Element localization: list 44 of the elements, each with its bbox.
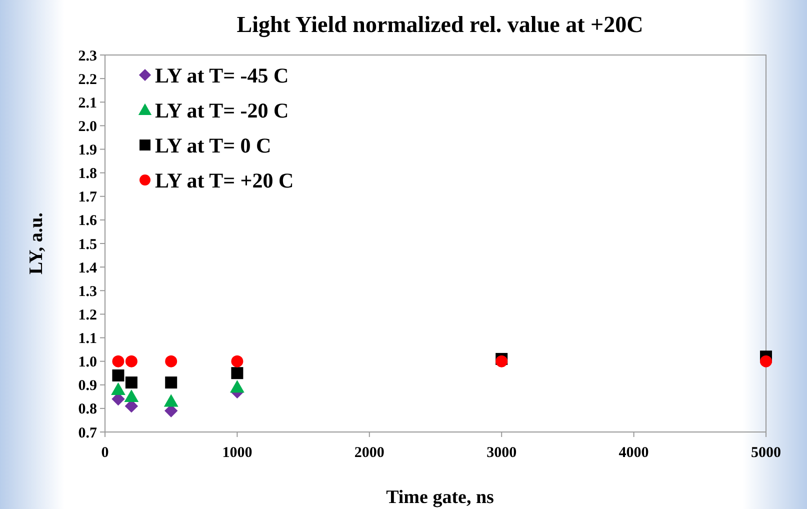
point (112, 355, 124, 368)
x-tick-label: 2000 (354, 445, 384, 461)
x-tick-label: 0 (101, 445, 109, 461)
x-tick-label: 5000 (751, 445, 781, 461)
legend-label: LY at T= -45 C (155, 63, 289, 88)
y-axis-title: LY, a.u. (26, 212, 47, 274)
x-tick-label: 3000 (486, 445, 517, 461)
y-tick-label: 2.3 (78, 48, 97, 64)
y-tick-label: 0.7 (78, 425, 98, 442)
y-tick-label: 2.0 (78, 118, 97, 135)
x-tick-label: 4000 (618, 445, 649, 461)
y-tick-label: 1.6 (78, 213, 98, 230)
point (760, 355, 772, 368)
y-tick-label: 0.9 (78, 378, 97, 394)
chart-title: Light Yield normalized rel. value at +20C (236, 12, 644, 38)
point (230, 380, 244, 393)
legend-label: LY at T= -20 C (155, 98, 289, 122)
point (165, 355, 178, 368)
y-tick-label: 1.4 (78, 260, 98, 276)
point (124, 389, 139, 402)
y-tick-label: 1.0 (78, 354, 97, 371)
x-tick-label: 1000 (222, 445, 252, 461)
point (164, 394, 178, 407)
point (165, 376, 178, 389)
point (496, 355, 508, 368)
y-tick-label: 2.2 (78, 72, 97, 88)
x-axis-title: Time gate, ns (386, 487, 494, 508)
y-tick-label: 0.8 (78, 402, 97, 418)
legend-label: LY at T= +20 C (155, 168, 294, 192)
point (111, 382, 126, 395)
y-tick-label: 2.1 (78, 95, 97, 112)
point (231, 355, 244, 368)
y-tick-label: 1.7 (78, 190, 98, 206)
point (112, 369, 124, 382)
y-tick-label: 1.1 (78, 331, 97, 347)
point (125, 355, 138, 368)
point (231, 367, 244, 380)
y-tick-label: 1.5 (78, 236, 97, 253)
y-tick-label: 1.2 (78, 307, 97, 324)
y-tick-label: 1.3 (78, 284, 97, 300)
y-tick-label: 1.9 (78, 142, 97, 158)
legend-label: LY at T= 0 C (155, 133, 272, 158)
point (125, 376, 138, 389)
y-tick-label: 1.8 (78, 166, 97, 182)
